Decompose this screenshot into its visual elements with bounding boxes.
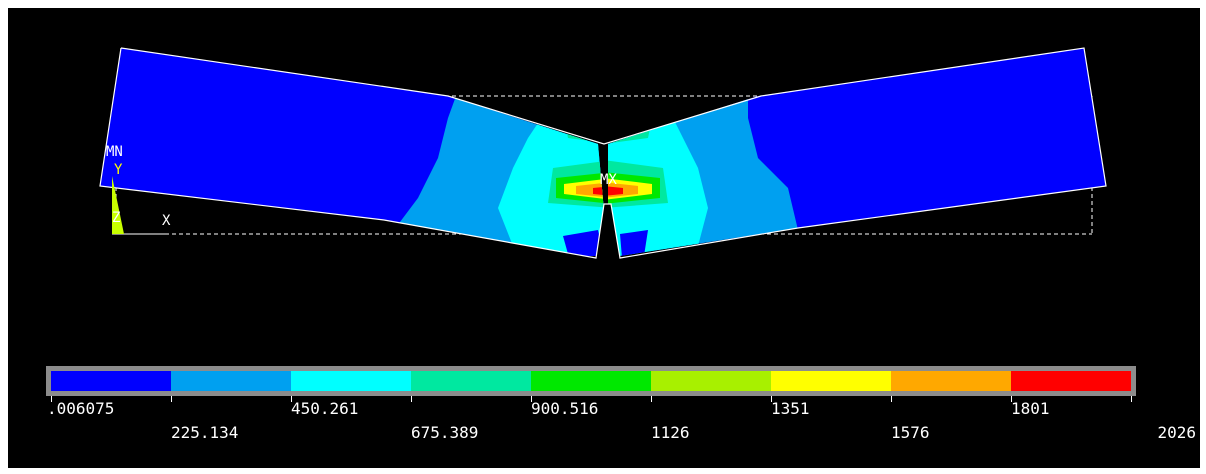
contour-band-8	[588, 122, 608, 134]
deformed-boundary	[99, 47, 1107, 259]
legend-band-1	[51, 371, 171, 391]
min-marker: MN	[106, 144, 123, 160]
legend-tick	[291, 396, 292, 402]
contour-band-9b-right	[608, 186, 623, 196]
legend-band-6	[651, 371, 771, 391]
legend-label: 1126	[651, 423, 690, 442]
contour-band-8-right	[608, 122, 628, 134]
legend-label: 2026	[1157, 423, 1196, 442]
legend-band-3	[291, 371, 411, 391]
legend-label: 675.389	[411, 423, 479, 442]
axis-x-label: X	[162, 213, 171, 229]
legend-tick	[51, 396, 52, 402]
notch-low-zone-right	[620, 230, 648, 256]
legend-label: 225.134	[171, 423, 239, 442]
contour-band-9	[598, 124, 608, 132]
legend-tick	[771, 396, 772, 402]
legend-tick	[411, 396, 412, 402]
legend-band-8	[891, 371, 1011, 391]
legend-bands	[51, 371, 1131, 391]
legend-label: 1351	[771, 399, 810, 418]
legend-tick	[891, 396, 892, 402]
legend-band-2	[171, 371, 291, 391]
legend-tick	[1011, 396, 1012, 402]
axis-y-label: Y	[114, 162, 123, 178]
y-axis-marker	[112, 176, 124, 234]
legend-band-7	[771, 371, 891, 391]
contour-band-7	[580, 120, 608, 136]
graphics-viewport[interactable]: MN Y Z X MX .006075 225.134 450.261 675.389…	[8, 8, 1200, 468]
contour-band-9-right	[608, 124, 618, 132]
legend-tick	[1131, 396, 1132, 402]
legend-tick	[531, 396, 532, 402]
legend-label: 900.516	[531, 399, 599, 418]
deformed-outline	[99, 47, 1107, 259]
legend-band-5	[531, 371, 651, 391]
legend-tick	[651, 396, 652, 402]
max-marker: MX	[600, 172, 617, 188]
legend-band-9	[1011, 371, 1131, 391]
contour-plot[interactable]: MN Y Z X MX	[8, 8, 1200, 468]
legend-band-4	[411, 371, 531, 391]
legend-tick	[171, 396, 172, 402]
coordinate-triad	[112, 176, 168, 235]
legend-label: .006075	[47, 399, 115, 418]
legend-label: 450.261	[291, 399, 359, 418]
legend-label: 1576	[891, 423, 930, 442]
legend-label: 1801	[1011, 399, 1050, 418]
contour-legend-bar	[46, 366, 1136, 396]
notch-low-zone-left	[563, 230, 604, 256]
contour-band-7-right	[608, 120, 636, 136]
axis-z-label: Z	[112, 210, 120, 226]
